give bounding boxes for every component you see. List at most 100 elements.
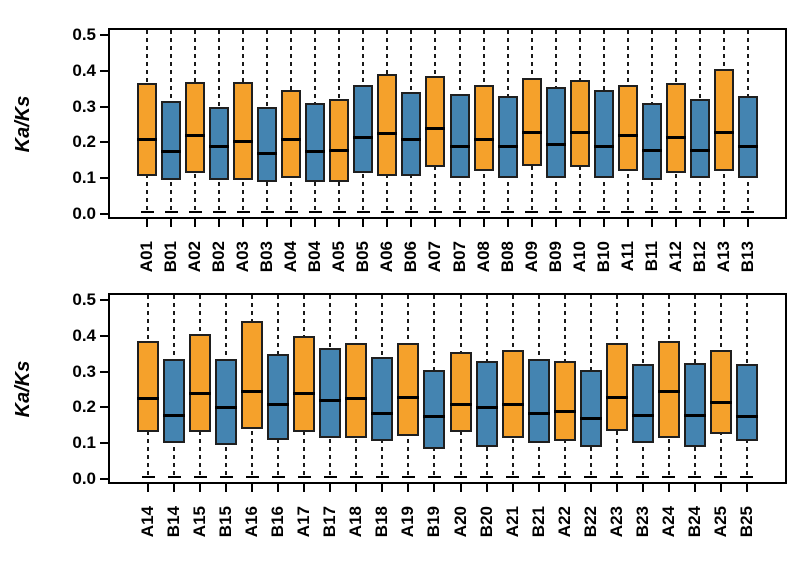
boxplot-box bbox=[215, 359, 238, 445]
x-tick-label: A25 bbox=[710, 506, 730, 538]
median-line bbox=[709, 401, 732, 405]
x-tick-label: B22 bbox=[580, 506, 600, 538]
y-tick bbox=[100, 370, 108, 373]
whisker-cap bbox=[501, 211, 515, 213]
boxplot-box bbox=[209, 106, 230, 180]
x-tick bbox=[355, 484, 358, 492]
whisker-cap bbox=[219, 476, 233, 478]
x-tick bbox=[485, 484, 488, 492]
x-tick-label: A22 bbox=[554, 506, 574, 538]
median-line bbox=[737, 144, 758, 148]
whisker-cap bbox=[549, 211, 563, 213]
boxplot-box bbox=[593, 90, 614, 179]
median-line bbox=[371, 411, 394, 415]
boxplot-box bbox=[425, 76, 446, 168]
y-tick-label: 0.3 bbox=[72, 96, 96, 116]
median-line bbox=[267, 402, 290, 406]
whisker-cap bbox=[573, 211, 587, 213]
whisker-cap bbox=[141, 476, 155, 478]
x-tick bbox=[589, 484, 592, 492]
x-tick-label: B14 bbox=[164, 506, 184, 538]
median-line bbox=[397, 395, 420, 399]
x-tick bbox=[407, 484, 410, 492]
boxplot-box bbox=[185, 81, 206, 173]
boxplot-box bbox=[545, 86, 566, 179]
x-tick bbox=[563, 484, 566, 492]
whisker-cap bbox=[323, 476, 337, 478]
x-tick bbox=[458, 219, 461, 227]
median-line bbox=[215, 406, 238, 410]
x-tick-label: A19 bbox=[398, 506, 418, 538]
y-tick bbox=[100, 406, 108, 409]
median-line bbox=[293, 392, 316, 396]
boxplot-box bbox=[319, 348, 342, 438]
x-tick-label: B21 bbox=[528, 506, 548, 538]
median-line bbox=[689, 148, 710, 152]
x-tick bbox=[615, 484, 618, 492]
x-tick-label: A21 bbox=[502, 506, 522, 538]
y-tick-label: 0.4 bbox=[72, 60, 96, 80]
y-tick bbox=[100, 478, 108, 480]
x-tick bbox=[602, 219, 605, 227]
x-tick-label: A18 bbox=[346, 506, 366, 538]
x-tick bbox=[170, 219, 173, 227]
median-line bbox=[329, 148, 350, 152]
whisker-cap bbox=[621, 211, 635, 213]
panel-top: Ka/Ks 0.0 0.1 0.2 0.3 0.4 0.5 A01 B01 A02 B02 A03 B… bbox=[0, 0, 808, 284]
y-tick-label: 0.5 bbox=[72, 25, 96, 44]
boxplot-box bbox=[189, 334, 212, 433]
x-tick bbox=[386, 219, 389, 227]
boxplot-box bbox=[353, 85, 374, 173]
x-tick bbox=[459, 484, 462, 492]
x-tick-label: B23 bbox=[632, 506, 652, 538]
x-tick bbox=[511, 484, 514, 492]
whisker-cap bbox=[356, 211, 370, 213]
x-tick-label: B18 bbox=[372, 506, 392, 538]
whisker-cap bbox=[453, 211, 466, 213]
median-line bbox=[353, 136, 374, 140]
whisker-cap bbox=[271, 476, 285, 478]
boxplot-box bbox=[501, 350, 524, 438]
median-line bbox=[449, 402, 472, 406]
x-tick bbox=[578, 219, 581, 227]
whisker-cap bbox=[688, 476, 702, 478]
whisker-cap bbox=[636, 476, 650, 478]
boxplot-box bbox=[709, 350, 732, 435]
y-tick bbox=[100, 299, 108, 301]
x-tick bbox=[194, 219, 197, 227]
median-line bbox=[345, 397, 368, 401]
x-tick bbox=[147, 484, 150, 492]
median-line bbox=[683, 413, 706, 417]
median-line bbox=[209, 144, 230, 148]
whisker-cap bbox=[332, 211, 346, 213]
y-tick bbox=[100, 105, 108, 108]
plot-frame bbox=[108, 293, 787, 484]
boxplot-box bbox=[423, 369, 446, 449]
y-tick-label: 0.1 bbox=[72, 433, 96, 453]
x-tick bbox=[314, 219, 317, 227]
x-tick bbox=[554, 219, 557, 227]
boxplot-box bbox=[521, 77, 542, 166]
x-tick-label: A14 bbox=[138, 506, 158, 538]
x-tick bbox=[722, 219, 725, 227]
y-tick bbox=[100, 177, 108, 180]
whisker-cap bbox=[140, 211, 154, 213]
boxplot-box bbox=[553, 360, 576, 442]
median-line bbox=[605, 395, 628, 399]
y-tick-label: 0.2 bbox=[72, 397, 96, 417]
x-tick-label: A24 bbox=[658, 506, 678, 538]
panel-bottom: Ka/Ks 0.0 0.1 0.2 0.3 0.4 0.5 A14 B14 A15 B15 A16 B… bbox=[0, 265, 808, 549]
x-tick-label: A20 bbox=[450, 506, 470, 538]
boxplot-box bbox=[617, 85, 638, 172]
whisker-cap bbox=[717, 211, 731, 213]
median-line bbox=[617, 134, 638, 138]
median-line bbox=[319, 399, 342, 403]
x-tick bbox=[242, 219, 245, 227]
x-tick-label: B25 bbox=[736, 506, 756, 538]
whisker-cap bbox=[693, 211, 707, 213]
x-tick bbox=[199, 484, 202, 492]
boxplot-box bbox=[137, 341, 160, 433]
whisker-cap bbox=[662, 476, 676, 478]
median-line bbox=[401, 137, 422, 141]
x-tick-label: A16 bbox=[242, 506, 262, 538]
